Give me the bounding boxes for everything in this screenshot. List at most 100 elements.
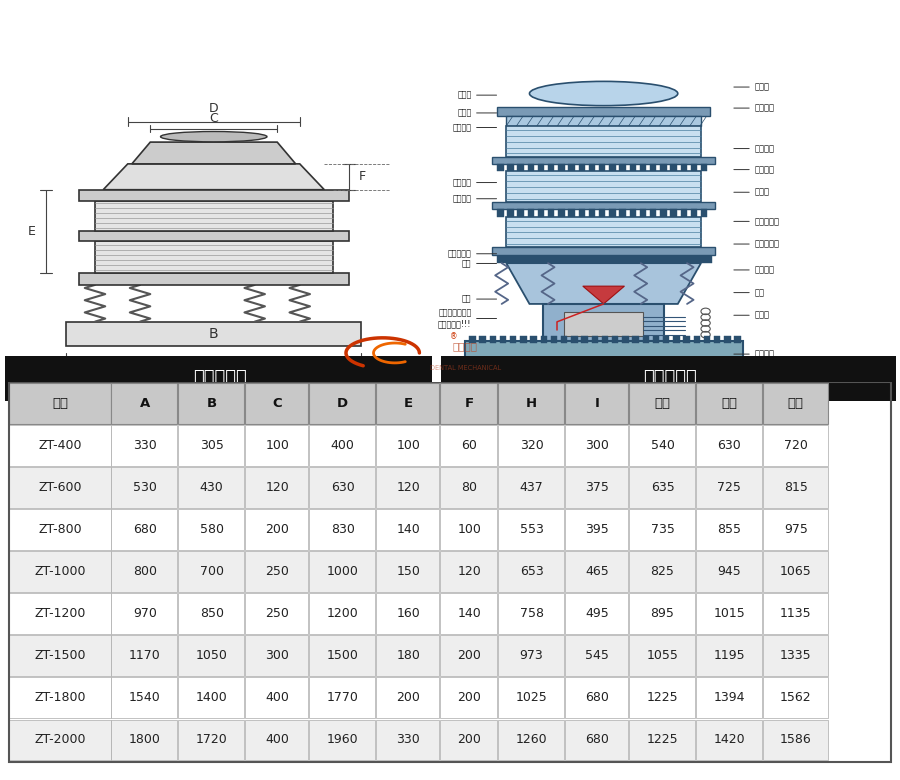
Text: 330: 330	[133, 438, 157, 452]
Polygon shape	[131, 142, 295, 164]
Bar	[629, 719, 695, 760]
Text: B: B	[207, 397, 217, 410]
Bar	[310, 636, 375, 676]
Text: 120: 120	[396, 480, 420, 494]
Bar	[440, 719, 497, 760]
Text: 1586: 1586	[779, 733, 812, 746]
Bar	[497, 164, 503, 172]
Bar	[507, 217, 701, 247]
Text: C: C	[273, 397, 282, 410]
Bar	[9, 719, 111, 760]
Bar	[376, 425, 439, 466]
Bar	[579, 209, 585, 217]
Bar	[492, 247, 715, 255]
Bar	[724, 335, 731, 342]
Text: 830: 830	[330, 523, 355, 536]
Text: 855: 855	[717, 523, 742, 536]
Text: 400: 400	[266, 733, 289, 746]
Text: 300: 300	[266, 649, 289, 661]
Bar	[112, 425, 177, 466]
Polygon shape	[507, 263, 701, 304]
Bar	[245, 467, 309, 509]
Bar	[696, 384, 761, 424]
Text: 运输用固定螺栓
试机时去掉!!!: 运输用固定螺栓 试机时去掉!!!	[438, 309, 472, 328]
Bar	[498, 551, 564, 592]
Bar	[376, 384, 439, 424]
Text: 1170: 1170	[129, 649, 161, 661]
Bar	[630, 209, 636, 217]
Text: 100: 100	[396, 438, 420, 452]
Bar	[680, 256, 692, 263]
Text: 1025: 1025	[516, 691, 547, 704]
Bar	[178, 636, 244, 676]
Bar	[497, 209, 503, 217]
Text: 400: 400	[266, 691, 289, 704]
Text: 735: 735	[651, 523, 674, 536]
Bar	[78, 231, 349, 241]
Text: 1000: 1000	[327, 565, 358, 578]
Text: 型号: 型号	[52, 397, 68, 410]
Bar	[245, 425, 309, 466]
Bar	[565, 425, 628, 466]
Bar	[670, 256, 681, 263]
Text: ZT-1200: ZT-1200	[34, 607, 86, 620]
Text: 530: 530	[133, 480, 157, 494]
Text: 1720: 1720	[196, 733, 228, 746]
Bar	[704, 335, 710, 342]
Text: 1960: 1960	[327, 733, 358, 746]
Bar	[633, 335, 639, 342]
Bar	[527, 209, 534, 217]
Text: 底部框架: 底部框架	[453, 194, 472, 204]
Bar	[569, 256, 580, 263]
Bar	[441, 356, 896, 401]
Bar	[565, 551, 628, 592]
Text: ZT-400: ZT-400	[39, 438, 82, 452]
Text: 1195: 1195	[714, 649, 745, 661]
Bar	[696, 678, 761, 718]
Ellipse shape	[160, 132, 267, 142]
Bar	[527, 164, 534, 172]
Text: 635: 635	[651, 480, 674, 494]
Bar	[762, 594, 828, 634]
Bar	[599, 209, 606, 217]
Bar	[565, 594, 628, 634]
Text: 320: 320	[519, 438, 544, 452]
Text: 430: 430	[200, 480, 223, 494]
Text: 800: 800	[133, 565, 157, 578]
Bar	[480, 335, 486, 342]
Bar	[310, 509, 375, 550]
Bar	[629, 509, 695, 550]
Bar	[544, 304, 664, 341]
Text: ZT-2000: ZT-2000	[34, 733, 86, 746]
Bar	[112, 509, 177, 550]
Text: 545: 545	[585, 649, 609, 661]
Bar	[376, 467, 439, 509]
Bar	[701, 377, 722, 390]
Text: 电动机: 电动机	[754, 310, 770, 320]
Text: 压紧环: 压紧环	[457, 108, 472, 118]
Bar	[376, 594, 439, 634]
Bar	[670, 209, 677, 217]
Bar	[629, 636, 695, 676]
Bar	[538, 209, 544, 217]
Bar	[640, 209, 646, 217]
Text: 下部重锤: 下部重锤	[754, 349, 774, 359]
Bar	[670, 164, 677, 172]
Bar	[629, 425, 695, 466]
Bar	[500, 335, 507, 342]
Text: 1055: 1055	[646, 649, 679, 661]
Bar	[310, 551, 375, 592]
Bar	[558, 164, 564, 172]
Text: 700: 700	[200, 565, 224, 578]
Bar	[245, 636, 309, 676]
Bar	[619, 256, 631, 263]
Bar	[440, 467, 497, 509]
Bar	[310, 678, 375, 718]
Text: 中部框架: 中部框架	[453, 178, 472, 187]
Bar	[663, 335, 670, 342]
Bar	[178, 384, 244, 424]
Text: ZT-1500: ZT-1500	[34, 649, 86, 661]
Bar	[650, 209, 656, 217]
Bar	[701, 164, 707, 172]
Bar	[530, 335, 537, 342]
